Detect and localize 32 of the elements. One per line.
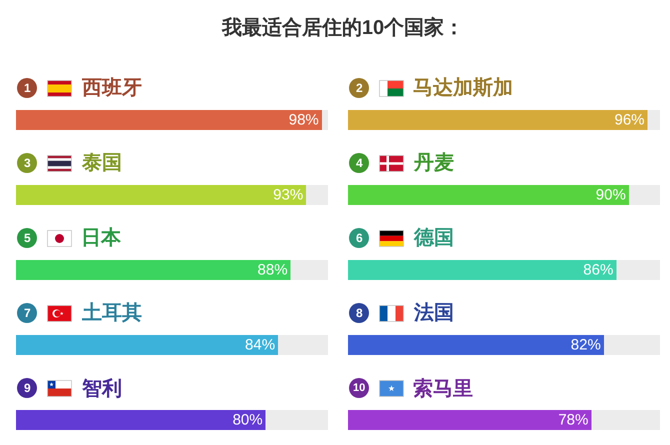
y-tick-label: 法国 <box>413 302 454 324</box>
annotation: 10 <box>353 382 366 394</box>
y-tick-label: 德国 <box>413 227 454 249</box>
data-label: 86% <box>583 262 614 278</box>
data-label: 84% <box>245 336 276 354</box>
y-tick-label: 土耳其 <box>81 302 142 324</box>
data-label: 96% <box>614 112 645 128</box>
data-label: 90% <box>596 186 626 204</box>
annotation: 9 <box>24 381 31 395</box>
annotation: 6 <box>356 231 363 245</box>
y-tick-label: 日本 <box>81 227 122 249</box>
bar <box>16 110 322 130</box>
y-tick-label: 索马里 <box>413 377 473 400</box>
y-tick-label: 泰国 <box>81 152 122 174</box>
annotation: 5 <box>24 231 31 245</box>
annotation: 7 <box>24 306 31 320</box>
data-label: 78% <box>558 412 588 428</box>
annotation: 2 <box>356 81 363 95</box>
y-tick-label: 马达加斯加 <box>413 77 513 99</box>
data-label: 93% <box>273 186 304 204</box>
annotation: 4 <box>356 156 363 170</box>
annotation: 1 <box>24 81 31 95</box>
data-label: 98% <box>288 112 319 128</box>
chart-title: 我最适合居住的10个国家： <box>220 16 466 41</box>
y-tick-label: 西班牙 <box>81 77 142 99</box>
data-label: 80% <box>232 412 263 428</box>
annotation: 8 <box>356 306 363 320</box>
y-tick-label: 丹麦 <box>413 152 454 174</box>
annotation: 3 <box>24 156 31 170</box>
data-label: 82% <box>570 336 601 354</box>
data-label: 88% <box>258 262 288 278</box>
y-tick-label: 智利 <box>81 377 122 400</box>
